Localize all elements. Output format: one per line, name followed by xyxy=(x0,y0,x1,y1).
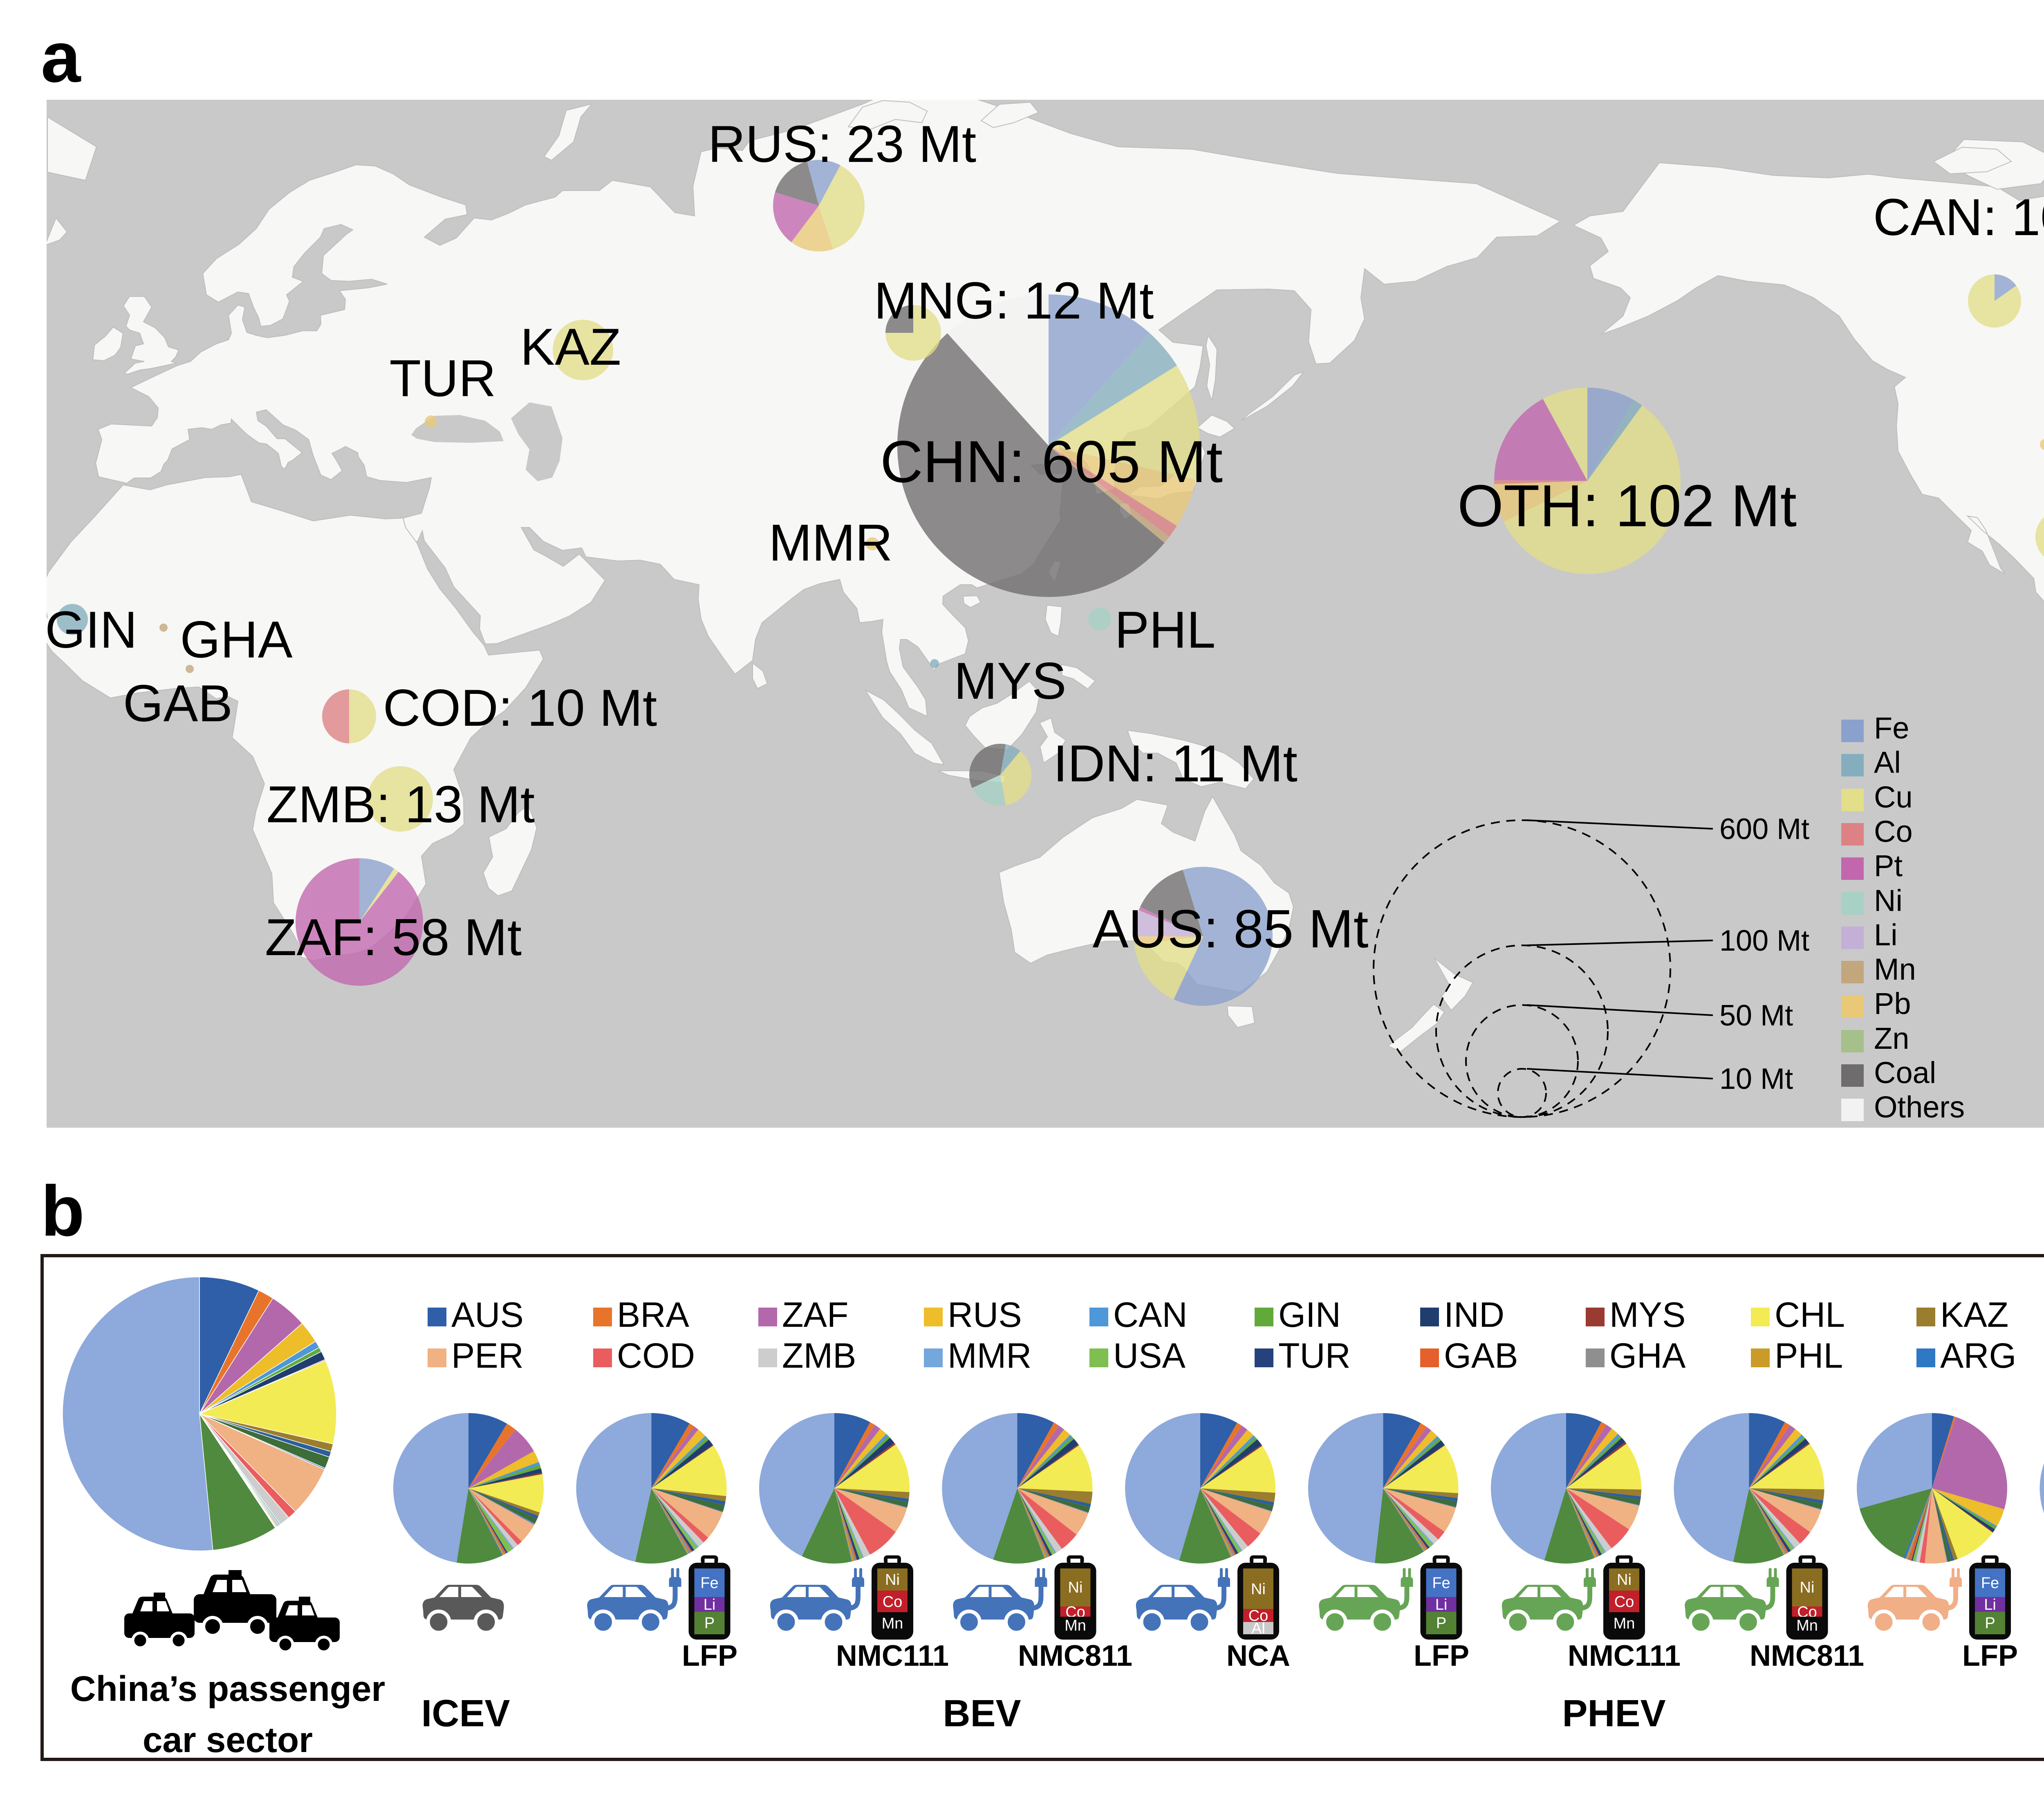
svg-text:50 Mt: 50 Mt xyxy=(1719,999,1793,1032)
svg-text:BEV: BEV xyxy=(943,1692,1021,1734)
svg-text:BRA: BRA xyxy=(617,1295,689,1335)
svg-text:Pt: Pt xyxy=(1874,849,1903,883)
svg-text:ZAF: 58 Mt: ZAF: 58 Mt xyxy=(265,908,522,966)
svg-text:NCA: NCA xyxy=(1226,1640,1290,1672)
svg-text:P: P xyxy=(1985,1615,1995,1632)
svg-text:KAZ: KAZ xyxy=(520,318,621,376)
svg-text:GAB: GAB xyxy=(1444,1336,1518,1375)
svg-text:ZMB: ZMB xyxy=(782,1336,856,1375)
svg-text:IDN: 11 Mt: IDN: 11 Mt xyxy=(1053,734,1297,792)
svg-text:LFP: LFP xyxy=(1414,1640,1469,1672)
svg-text:AUS: AUS xyxy=(451,1295,524,1335)
svg-text:Co: Co xyxy=(883,1593,903,1611)
svg-text:COD: COD xyxy=(617,1336,695,1375)
svg-text:P: P xyxy=(1436,1615,1446,1632)
svg-text:Al: Al xyxy=(1251,1620,1265,1637)
svg-text:Ni: Ni xyxy=(885,1571,900,1588)
svg-text:USA: USA xyxy=(1113,1336,1186,1375)
svg-text:RUS: RUS xyxy=(948,1295,1022,1335)
svg-text:Ni: Ni xyxy=(1617,1571,1632,1588)
svg-text:MMR: MMR xyxy=(769,514,892,572)
svg-text:MMR: MMR xyxy=(948,1336,1031,1375)
svg-text:CHN: 605 Mt: CHN: 605 Mt xyxy=(880,429,1223,495)
svg-text:CAN: CAN xyxy=(1113,1295,1188,1335)
svg-text:LFP: LFP xyxy=(682,1640,737,1672)
svg-text:GAB: GAB xyxy=(123,674,233,732)
svg-text:100 Mt: 100 Mt xyxy=(1719,924,1809,957)
svg-text:PER: PER xyxy=(451,1336,524,1375)
svg-text:KAZ: KAZ xyxy=(1940,1295,2008,1335)
svg-text:Fe: Fe xyxy=(1432,1575,1450,1592)
svg-text:car sector: car sector xyxy=(143,1720,313,1760)
svg-text:Mn: Mn xyxy=(1874,952,1916,986)
svg-text:Fe: Fe xyxy=(1874,711,1909,745)
svg-text:IND: IND xyxy=(1444,1295,1504,1335)
svg-text:Co: Co xyxy=(1874,814,1913,848)
svg-text:Mn: Mn xyxy=(1796,1617,1818,1634)
svg-text:b: b xyxy=(41,1171,85,1251)
svg-text:10 Mt: 10 Mt xyxy=(1719,1063,1793,1095)
svg-text:NMC111: NMC111 xyxy=(1568,1640,1681,1672)
svg-text:a: a xyxy=(41,18,81,97)
svg-text:MYS: MYS xyxy=(1609,1295,1685,1335)
svg-text:Others: Others xyxy=(1874,1090,1965,1124)
svg-text:NMC111: NMC111 xyxy=(836,1640,949,1672)
svg-text:MNG: 12 Mt: MNG: 12 Mt xyxy=(874,271,1154,330)
svg-text:Co: Co xyxy=(1248,1607,1269,1624)
svg-text:Fe: Fe xyxy=(700,1575,718,1592)
svg-text:PHL: PHL xyxy=(1775,1336,1843,1375)
svg-text:ZAF: ZAF xyxy=(782,1295,848,1335)
svg-text:TUR: TUR xyxy=(1278,1336,1351,1375)
svg-text:Li: Li xyxy=(1984,1596,1996,1613)
svg-text:China’s passenger: China’s passenger xyxy=(70,1669,385,1709)
svg-text:Pb: Pb xyxy=(1874,987,1911,1021)
svg-text:CHL: CHL xyxy=(1775,1295,1845,1335)
svg-text:Mn: Mn xyxy=(882,1615,903,1632)
svg-text:NMC811: NMC811 xyxy=(1750,1640,1864,1672)
svg-text:RUS: 23 Mt: RUS: 23 Mt xyxy=(708,115,976,173)
svg-text:Li: Li xyxy=(704,1596,716,1613)
svg-text:GIN: GIN xyxy=(1278,1295,1341,1335)
svg-text:Fe: Fe xyxy=(1981,1575,1999,1592)
svg-text:Ni: Ni xyxy=(1800,1579,1815,1596)
svg-text:Co: Co xyxy=(1614,1593,1634,1611)
svg-text:PHEV: PHEV xyxy=(1562,1692,1665,1734)
svg-text:ARG: ARG xyxy=(1940,1336,2016,1375)
svg-text:ICEV: ICEV xyxy=(421,1692,510,1734)
svg-text:Mn: Mn xyxy=(1065,1617,1086,1634)
svg-text:PHL: PHL xyxy=(1114,601,1215,659)
svg-text:600 Mt: 600 Mt xyxy=(1719,813,1809,846)
svg-text:Zn: Zn xyxy=(1874,1021,1909,1055)
svg-text:COD: 10 Mt: COD: 10 Mt xyxy=(383,679,657,737)
svg-text:TUR: TUR xyxy=(389,349,496,407)
svg-text:Li: Li xyxy=(1874,918,1898,952)
svg-text:Ni: Ni xyxy=(1251,1581,1266,1598)
svg-text:LFP: LFP xyxy=(1962,1640,2018,1672)
svg-text:NMC811: NMC811 xyxy=(1018,1640,1132,1672)
svg-text:P: P xyxy=(704,1615,715,1632)
svg-text:OTH: 102 Mt: OTH: 102 Mt xyxy=(1457,473,1797,539)
svg-text:Cu: Cu xyxy=(1874,780,1913,814)
svg-text:CAN: 10 Mt: CAN: 10 Mt xyxy=(1873,188,2044,246)
svg-text:Li: Li xyxy=(1435,1596,1448,1613)
svg-text:GHA: GHA xyxy=(1609,1336,1686,1375)
svg-text:Mn: Mn xyxy=(1614,1615,1635,1632)
svg-text:GIN: GIN xyxy=(45,601,137,659)
svg-text:ZMB: 13 Mt: ZMB: 13 Mt xyxy=(267,775,535,833)
svg-text:MYS: MYS xyxy=(954,652,1066,710)
svg-text:Ni: Ni xyxy=(1068,1579,1083,1596)
svg-text:AUS: 85 Mt: AUS: 85 Mt xyxy=(1093,899,1369,959)
svg-text:Ni: Ni xyxy=(1874,884,1903,918)
svg-text:Coal: Coal xyxy=(1874,1056,1936,1090)
svg-text:Al: Al xyxy=(1874,745,1901,779)
svg-text:GHA: GHA xyxy=(180,610,293,669)
